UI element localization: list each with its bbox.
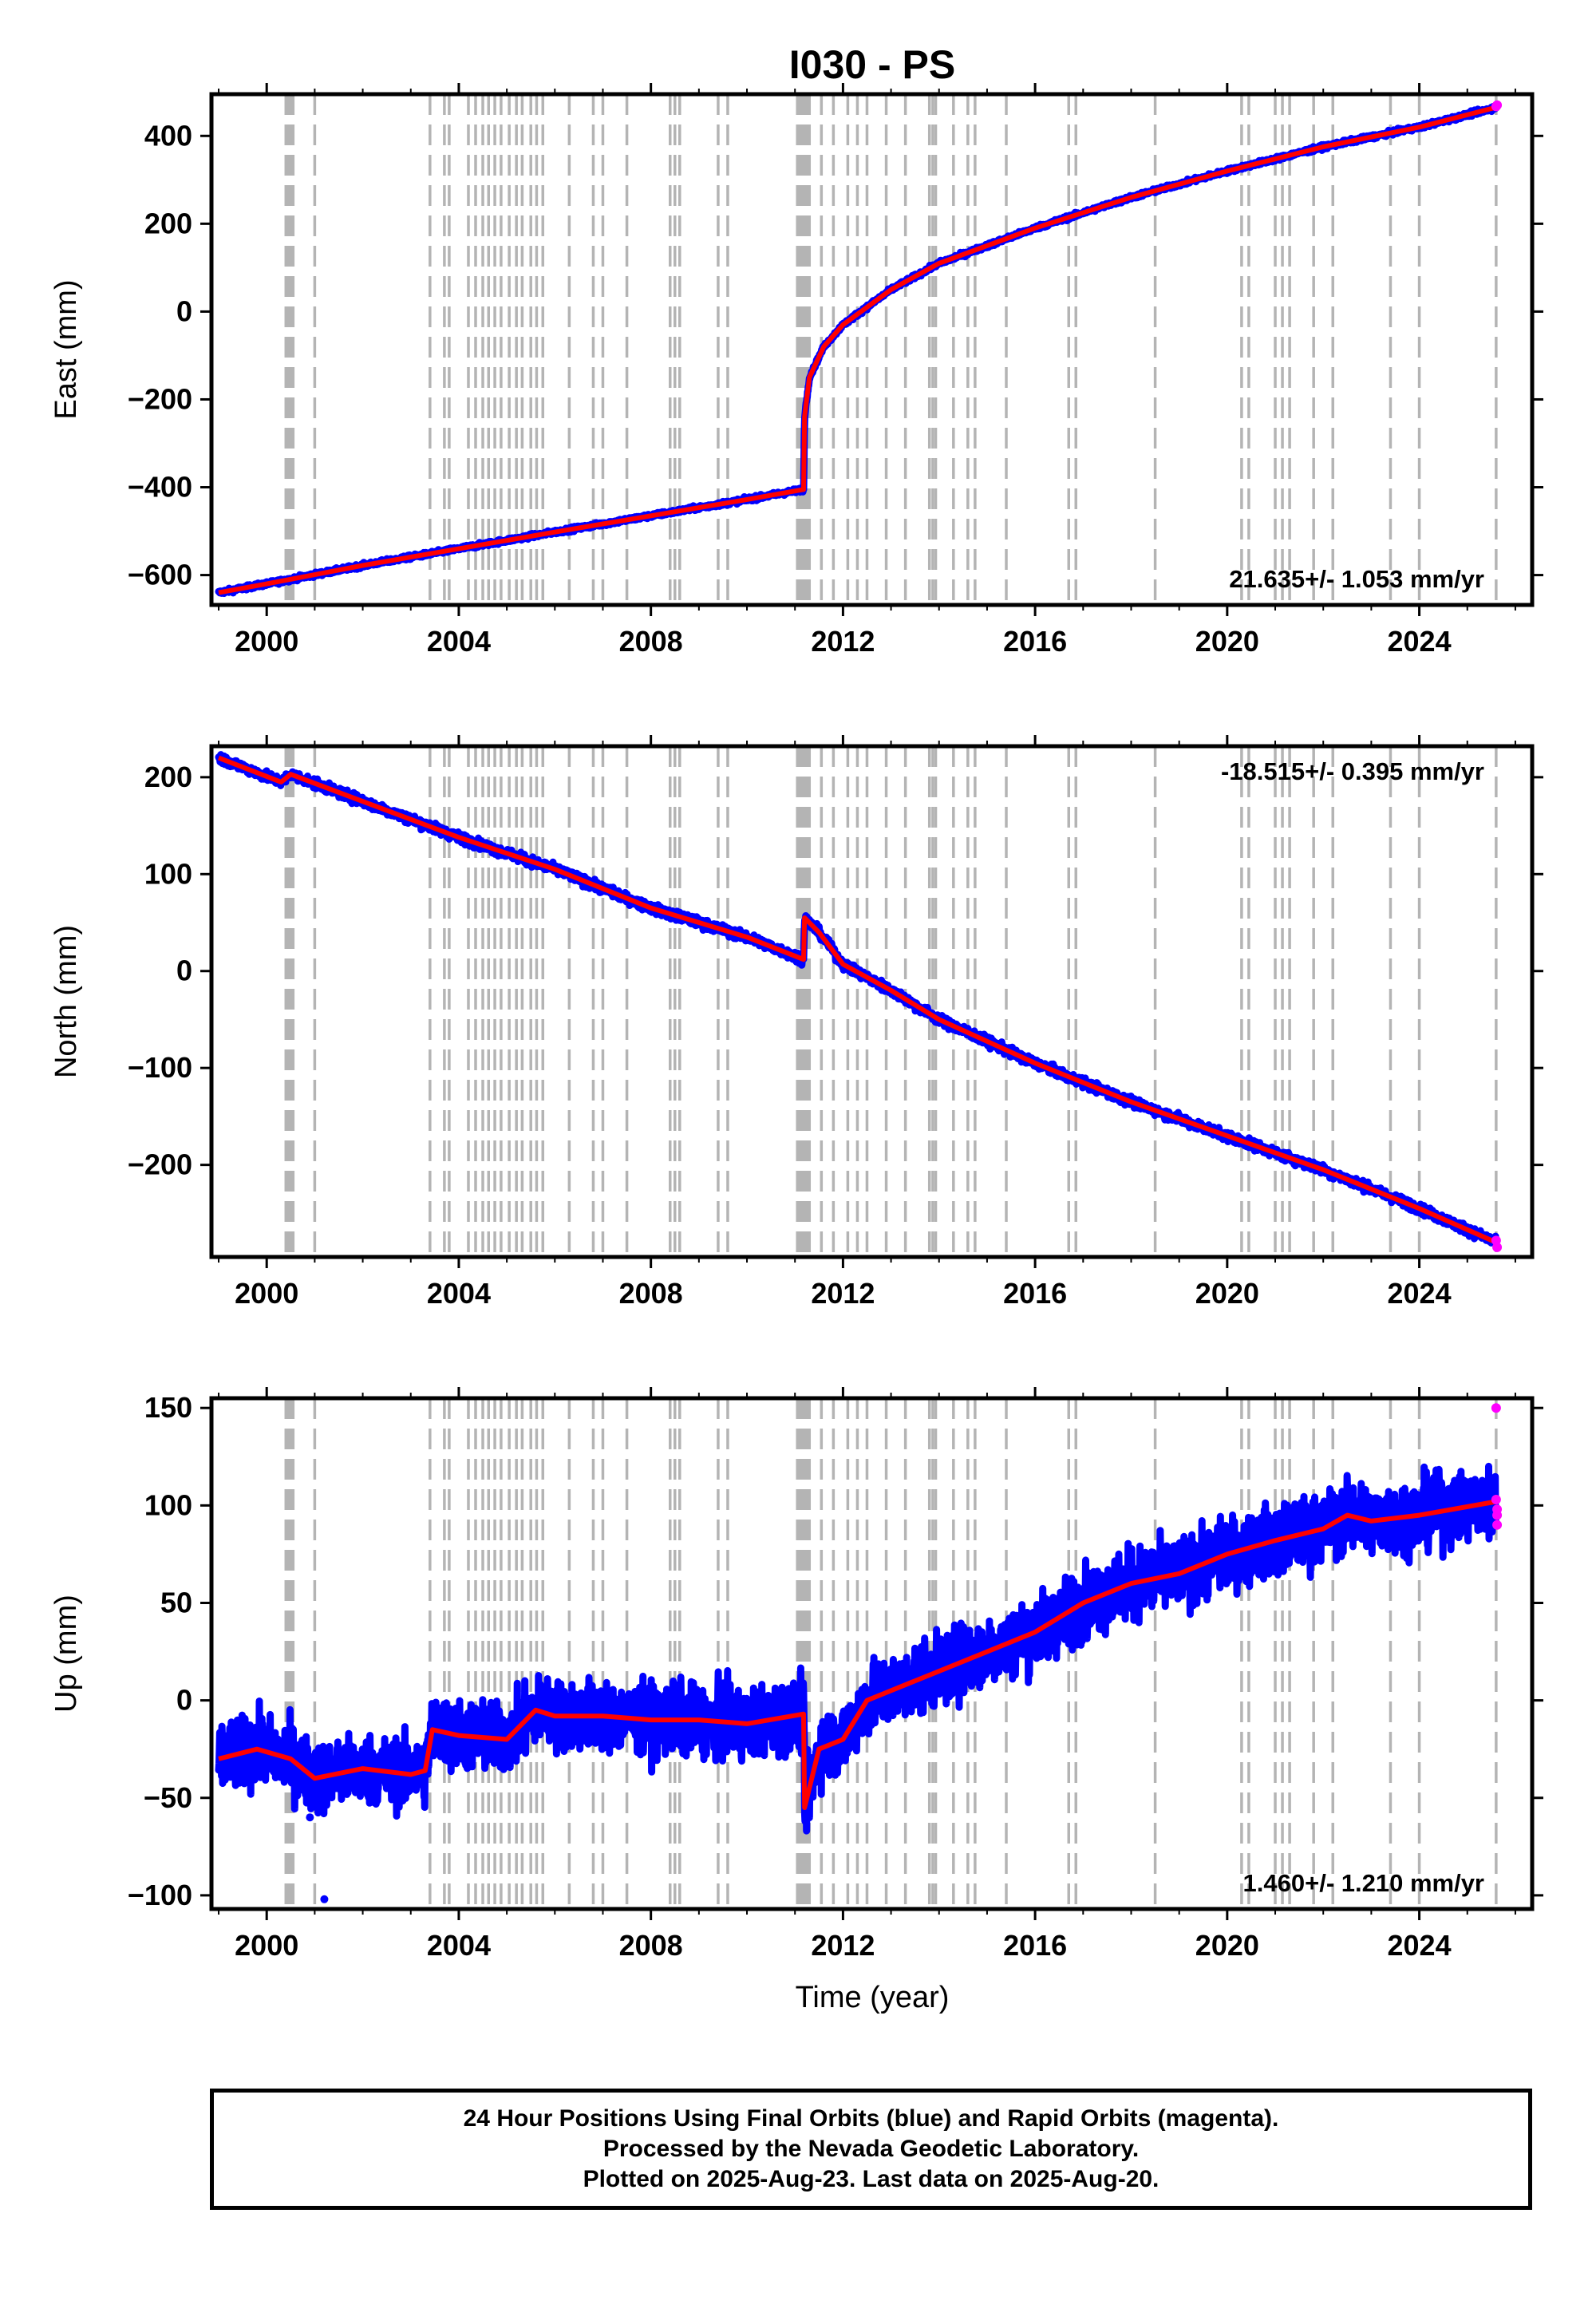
x-tick-label: 2000 [235, 1277, 298, 1310]
footer-line-processed: Processed by the Nevada Geodetic Laborat… [602, 2136, 1140, 2162]
y-tick-label: −200 [128, 382, 192, 415]
rapid-orbit-point [1492, 1242, 1503, 1252]
y-tick-label: 0 [176, 1684, 192, 1717]
x-tick-label: 2020 [1195, 1277, 1259, 1310]
x-tick-label: 2008 [619, 1929, 683, 1962]
x-tick-label: 2016 [1003, 1929, 1067, 1962]
x-tick-label: 2008 [619, 1277, 683, 1310]
rapid-orbit-point [1492, 1510, 1503, 1520]
panel-3: 2000 2004 2008 2012 2016 2020 2024 150 100 50 0 −50… [49, 1387, 1543, 1962]
x-tick-label: 2004 [427, 625, 491, 658]
y-tick-label: 200 [144, 761, 192, 793]
rapid-orbit-point [1491, 1495, 1501, 1505]
x-tick-label: 2024 [1388, 625, 1452, 658]
x-tick-label: 2024 [1388, 1929, 1452, 1962]
y-tick-label: −100 [128, 1051, 192, 1084]
plot-frame [209, 1396, 1535, 1911]
y-tick-label: 100 [144, 857, 192, 890]
x-tick-label: 2016 [1003, 625, 1067, 658]
x-tick-label: 2000 [235, 625, 298, 658]
y-axis-label: East (mm) [49, 279, 83, 419]
x-tick-label: 2024 [1388, 1277, 1452, 1310]
processing-info-box: 24 Hour Positions Using Final Orbits (bl… [210, 2089, 1532, 2210]
y-tick-label: 150 [144, 1391, 192, 1424]
x-tick-label: 2020 [1195, 625, 1259, 658]
rapid-orbit-point [1492, 100, 1503, 110]
panel-1: 2000 2004 2008 2012 2016 2020 20244002000−200−… [49, 83, 1543, 658]
x-axis-label: Time (year) [796, 1981, 950, 2014]
y-tick-label: −400 [128, 471, 192, 504]
rate-annotation: 21.635+/- 1.053 mm/yr [1229, 565, 1484, 593]
plot-background [211, 94, 1532, 605]
final-orbit-outlier [306, 1813, 314, 1822]
y-tick-label: 400 [144, 119, 192, 152]
y-tick-label: −50 [144, 1781, 192, 1814]
rapid-orbit-point [1492, 1520, 1503, 1530]
x-tick-label: 2004 [427, 1929, 491, 1962]
x-tick-label: 2012 [811, 1929, 875, 1962]
y-tick-label: 50 [160, 1586, 192, 1618]
y-tick-label: 100 [144, 1488, 192, 1521]
model-fit-line [217, 755, 1498, 1245]
footer-line-plotted: Plotted on 2025-Aug-23. Last data on 202… [583, 2166, 1159, 2192]
y-axis-label: North (mm) [49, 925, 83, 1078]
x-tick-label: 2008 [619, 625, 683, 658]
model-fit-line [218, 105, 1497, 595]
final-orbit-outlier [320, 1895, 329, 1903]
x-tick-label: 2020 [1195, 1929, 1259, 1962]
chart-title: I030 - PS [789, 42, 955, 87]
y-tick-label: 200 [144, 207, 192, 239]
x-tick-label: 2012 [811, 625, 875, 658]
plot-background [211, 1398, 1532, 1909]
x-tick-label: 2016 [1003, 1277, 1067, 1310]
y-tick-label: −100 [128, 1879, 192, 1911]
panel-2: 2000 2004 2008 2012 2016 2020 2024 200 100 0 −100 −… [49, 735, 1543, 1310]
rapid-orbit-point [1491, 1403, 1501, 1413]
x-tick-label: 2004 [427, 1277, 491, 1310]
y-tick-label: −200 [128, 1148, 192, 1181]
plot-frame [209, 744, 1535, 1259]
plot-frame [209, 92, 1535, 607]
model-fit-line [218, 1499, 1497, 1810]
footer-line-orbits: 24 Hour Positions Using Final Orbits (bl… [463, 2105, 1279, 2132]
y-tick-label: 0 [176, 294, 192, 327]
rate-annotation: -18.515+/- 0.395 mm/yr [1221, 757, 1484, 785]
y-axis-label: Up (mm) [49, 1595, 83, 1713]
y-tick-label: 0 [176, 954, 192, 987]
x-tick-label: 2000 [235, 1929, 298, 1962]
x-tick-label: 2012 [811, 1277, 875, 1310]
y-tick-label: −600 [128, 559, 192, 591]
rate-annotation: 1.460+/- 1.210 mm/yr [1243, 1869, 1484, 1897]
